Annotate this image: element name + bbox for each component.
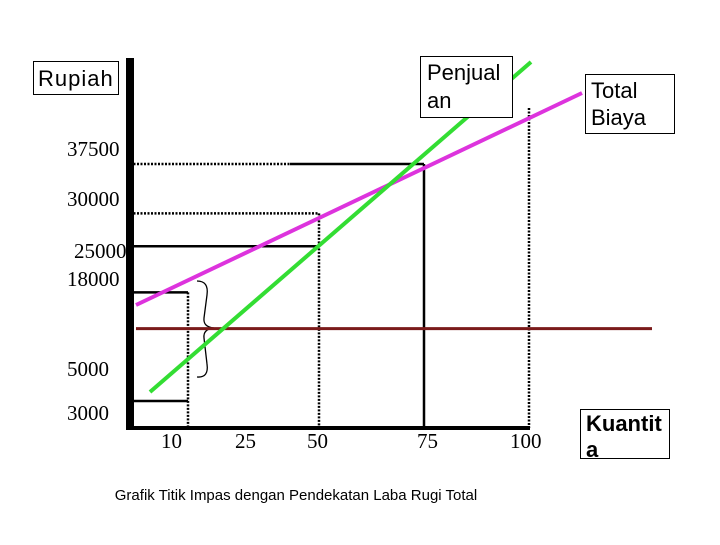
y-tick-label: 25000 [74,239,127,263]
x-axis-label: Kuantit a [580,409,670,462]
y-axis-label: Rupiah [33,61,119,95]
total-cost-label: Total Biaya [585,74,675,134]
chart-caption-text: Grafik Titik Impas dengan Pendekatan Lab… [114,487,478,504]
tick-labels: 37500 30000 25000 18000 5000 3000 10 25 50 75 100 [67,137,542,453]
x-tick-label: 50 [307,429,328,453]
y-tick-label: 37500 [67,137,120,161]
x-tick-label: 25 [235,429,256,453]
x-tick-label: 75 [417,429,438,453]
x-tick-label: 100 [510,429,542,453]
series-lines [135,60,652,394]
y-tick-label: 18000 [67,267,120,291]
axes [126,58,530,430]
guide-lines [130,108,531,428]
sales-line-label: Penjual an [420,56,513,118]
x-tick-label: 10 [161,429,182,453]
total-cost-line [135,91,583,307]
y-tick-label: 5000 [67,357,109,381]
chart-caption: Grafik Titik Impas dengan Pendekatan Lab… [0,487,720,504]
y-tick-label: 30000 [67,187,120,211]
y-tick-label: 3000 [67,401,109,425]
